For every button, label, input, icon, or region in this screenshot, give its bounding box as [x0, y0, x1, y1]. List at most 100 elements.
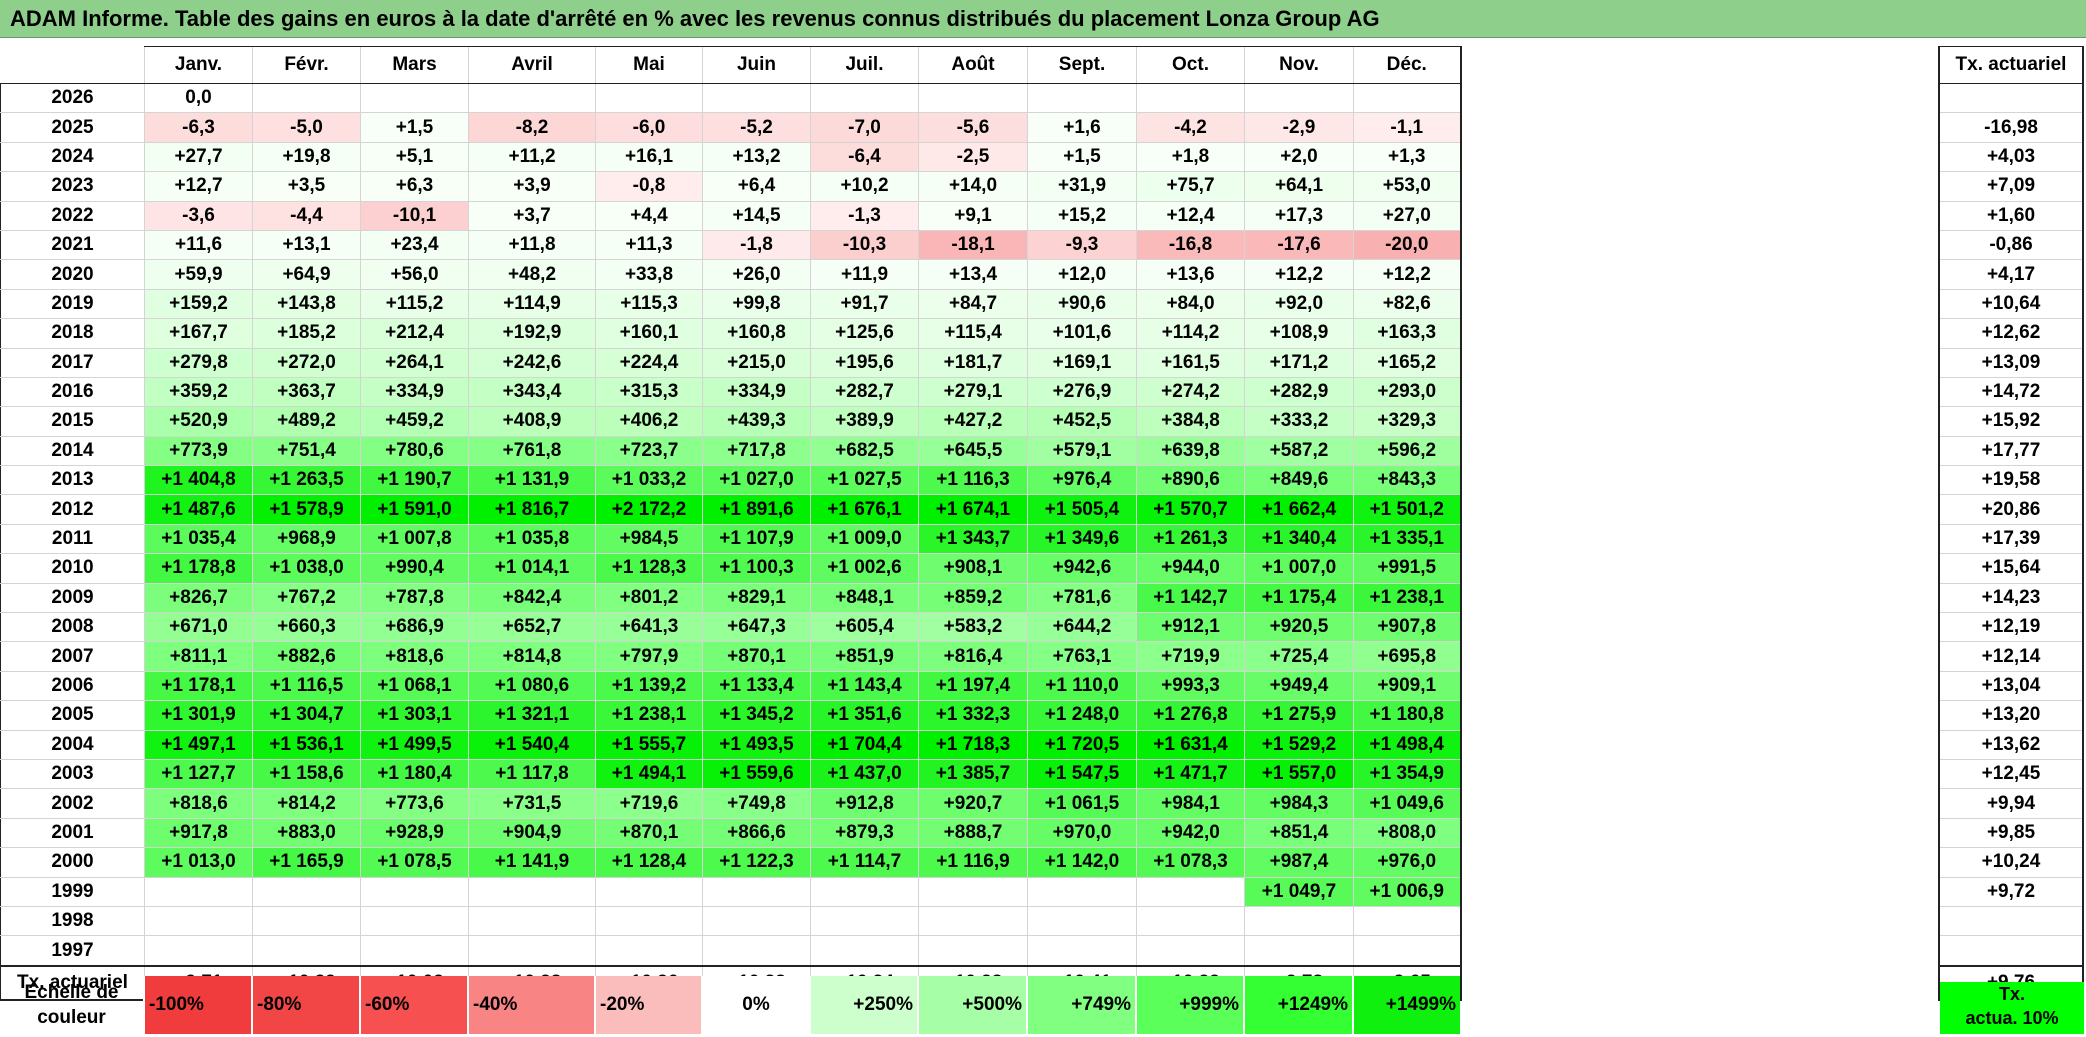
gain-cell: +882,6: [252, 641, 361, 672]
gain-cell: [1136, 906, 1245, 937]
gain-cell: +1 007,8: [360, 524, 469, 555]
gain-cell: [1136, 83, 1245, 114]
side-row: [1938, 935, 2084, 967]
side-row: +17,39: [1938, 524, 2084, 555]
table-row: 2023 +12,7 +3,5 +6,3 +3,9 -0,8 +6,4 +10,2 +14,0 +…: [0, 171, 1462, 202]
table-row: 2003 +1 127,7 +1 158,6 +1 180,4 +1 117,8 +1 4…: [0, 759, 1462, 790]
gain-cell: +1,5: [1027, 142, 1137, 173]
table-row: 2017 +279,8 +272,0 +264,1 +242,6 +224,4 +215,0…: [0, 348, 1462, 378]
gain-cell: +14,5: [702, 201, 811, 231]
gain-cell: +761,8: [468, 436, 596, 467]
side-row: +4,03: [1938, 142, 2084, 173]
rate-cell: +19,58: [1938, 465, 2084, 496]
color-scale-row: Echelle de couleur -100% -80% -60% -40% -20%…: [0, 976, 1460, 1034]
gain-cell: [1136, 935, 1245, 967]
gain-cell: +993,3: [1136, 671, 1245, 702]
gain-cell: -6,0: [595, 112, 703, 143]
gain-cell: +717,8: [702, 436, 811, 467]
side-row: +14,23: [1938, 583, 2084, 614]
table-row: 2015 +520,9 +489,2 +459,2 +408,9 +406,2 +439,3…: [0, 406, 1462, 437]
gain-cell: +90,6: [1027, 289, 1137, 320]
rate-cell: +13,62: [1938, 730, 2084, 760]
gain-cell: +1,3: [1353, 142, 1462, 173]
rate-cell: +14,23: [1938, 583, 2084, 614]
gain-cell: +1 175,4: [1244, 583, 1354, 614]
gain-cell: [595, 877, 703, 907]
month-header: Nov.: [1244, 46, 1354, 84]
month-header: Avril: [468, 46, 596, 84]
table-row: 2005 +1 301,9 +1 304,7 +1 303,1 +1 321,1 +1 2…: [0, 700, 1462, 731]
gain-cell: +5,1: [360, 142, 469, 173]
gain-cell: +1 127,7: [144, 759, 253, 790]
gain-cell: +1 501,2: [1353, 494, 1462, 525]
side-row: +15,64: [1938, 553, 2084, 584]
gain-cell: +1,5: [360, 112, 469, 143]
gain-cell: +725,4: [1244, 641, 1354, 672]
gain-cell: +1 301,9: [144, 700, 253, 731]
gain-cell: +1 276,8: [1136, 700, 1245, 731]
gain-cell: +686,9: [360, 612, 469, 643]
gain-cell: [360, 906, 469, 937]
gain-cell: -17,6: [1244, 230, 1354, 261]
gain-cell: +115,2: [360, 289, 469, 320]
year-label: 2004: [0, 730, 145, 760]
table-row: 2006 +1 178,1 +1 116,5 +1 068,1 +1 080,6 +1 1…: [0, 671, 1462, 702]
gain-cell: +1 343,7: [918, 524, 1028, 555]
rate-cell: -16,98: [1938, 112, 2084, 143]
gain-cell: +1,6: [1027, 112, 1137, 143]
rate-cell: +12,62: [1938, 318, 2084, 349]
gain-cell: +92,0: [1244, 289, 1354, 320]
year-label: 2006: [0, 671, 145, 702]
gain-cell: +1 437,0: [810, 759, 919, 790]
gain-cell: [144, 906, 253, 937]
gain-cell: [918, 935, 1028, 967]
year-label: 2016: [0, 377, 145, 408]
side-row: +12,45: [1938, 759, 2084, 790]
gain-cell: +27,0: [1353, 201, 1462, 231]
rate-cell: +15,92: [1938, 406, 2084, 437]
gain-cell: +870,1: [702, 641, 811, 672]
gain-cell: -2,5: [918, 142, 1028, 173]
rate-cell: +13,20: [1938, 700, 2084, 731]
gain-cell: +849,6: [1244, 465, 1354, 496]
gain-cell: +1 049,6: [1353, 788, 1462, 819]
gain-cell: +334,9: [360, 377, 469, 408]
gain-cell: -0,8: [595, 171, 703, 202]
side-row: +10,24: [1938, 847, 2084, 878]
gain-cell: +811,1: [144, 641, 253, 672]
color-scale-swatch: +1499%: [1352, 976, 1460, 1034]
gain-cell: [252, 83, 361, 114]
gain-cell: +27,7: [144, 142, 253, 173]
gain-cell: +1 080,6: [468, 671, 596, 702]
gain-cell: +1 335,1: [1353, 524, 1462, 555]
gain-cell: +1 540,4: [468, 730, 596, 760]
gain-cell: +763,1: [1027, 641, 1137, 672]
gain-cell: +2 172,2: [595, 494, 703, 525]
month-header: Juil.: [810, 46, 919, 84]
actuarial-label: Tx. actuariel: [0, 964, 145, 1001]
gain-cell: +171,2: [1244, 348, 1354, 378]
gain-cell: +1 110,0: [1027, 671, 1137, 702]
color-scale-swatch: -100%: [143, 976, 252, 1034]
gain-cell: +596,2: [1353, 436, 1462, 467]
color-scale-label-line1: Echelle de: [24, 982, 119, 1003]
side-row: +12,14: [1938, 641, 2084, 672]
gain-cell: [1244, 935, 1354, 967]
table-row: 2000 +1 013,0 +1 165,9 +1 078,5 +1 141,9 +1 1…: [0, 847, 1462, 878]
gain-cell: +908,1: [918, 553, 1028, 584]
gain-cell: +15,2: [1027, 201, 1137, 231]
gain-cell: +23,4: [360, 230, 469, 261]
rate-cell: [1938, 935, 2084, 967]
gain-cell: -9,3: [1027, 230, 1137, 261]
gain-cell: +1 570,7: [1136, 494, 1245, 525]
gain-cell: +1 014,1: [468, 553, 596, 584]
gain-cell: +731,5: [468, 788, 596, 819]
gain-cell: [468, 83, 596, 114]
gain-cell: +12,0: [1027, 259, 1137, 290]
gain-cell: +1 351,6: [810, 700, 919, 731]
rate-cell: +13,04: [1938, 671, 2084, 702]
month-header: Mars: [360, 46, 469, 84]
gain-cell: +907,8: [1353, 612, 1462, 643]
gain-cell: -16,8: [1136, 230, 1245, 261]
color-scale-swatch: -20%: [594, 976, 702, 1034]
